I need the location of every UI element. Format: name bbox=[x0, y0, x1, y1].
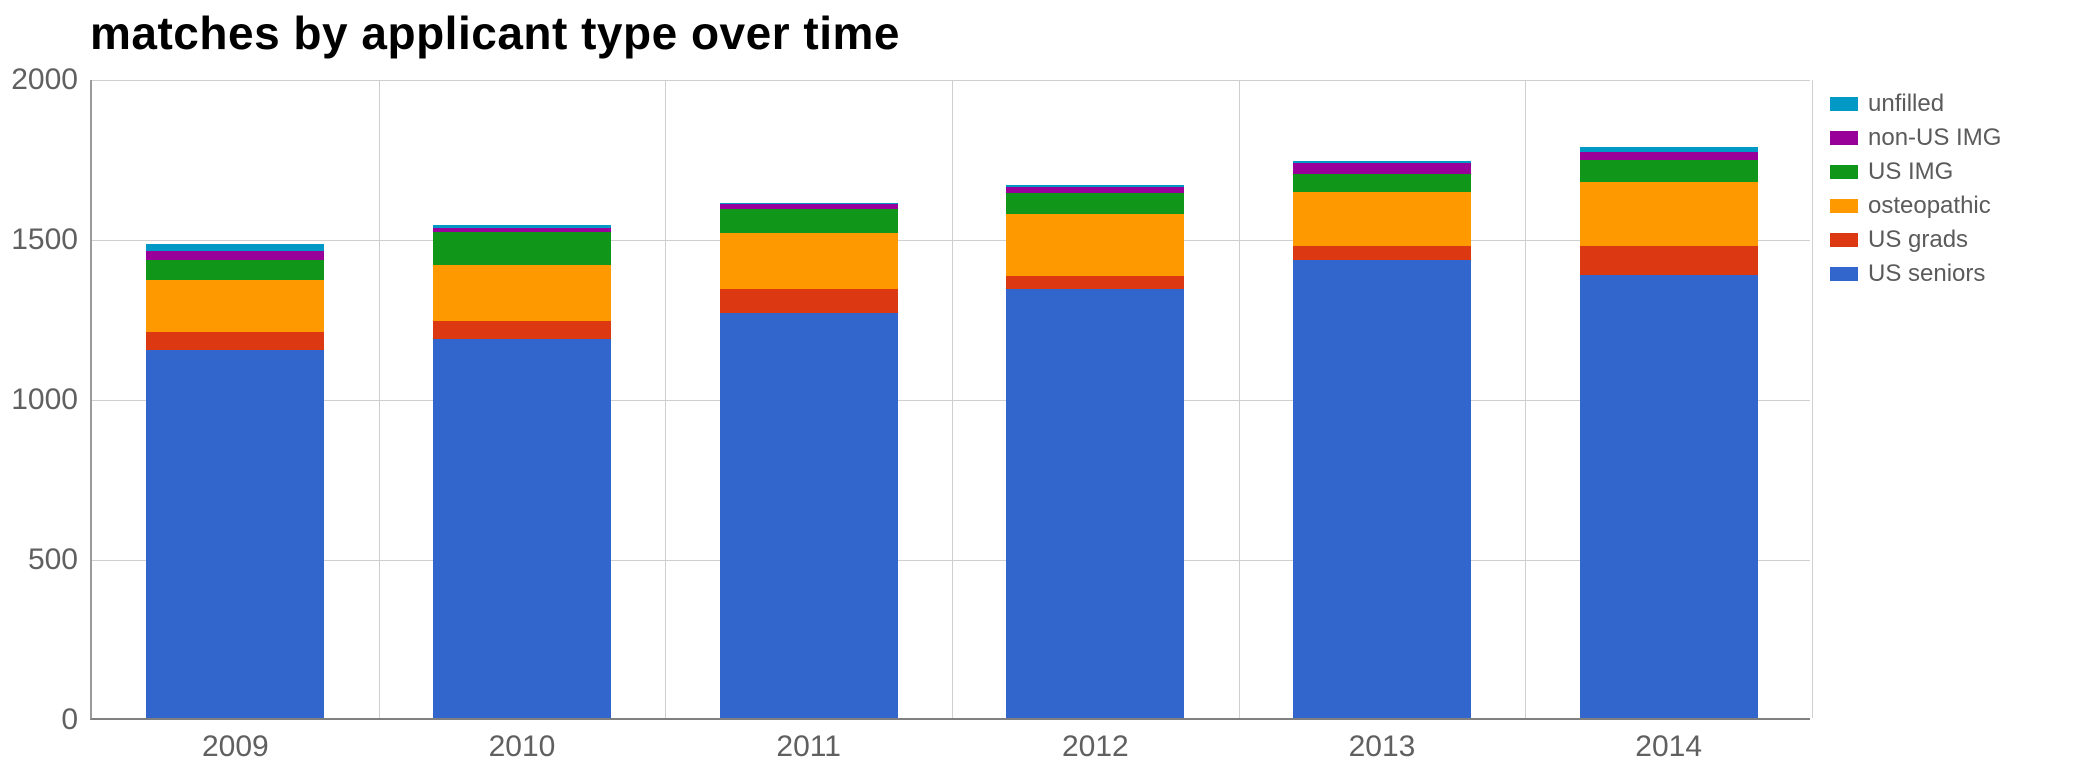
bar-segment-osteopathic bbox=[1006, 214, 1184, 276]
bar-segment-us-img bbox=[433, 232, 611, 266]
x-axis-tick-label: 2010 bbox=[489, 718, 556, 764]
gridline-vertical bbox=[1525, 80, 1526, 718]
legend-swatch bbox=[1830, 165, 1858, 179]
y-axis-tick-label: 1000 bbox=[11, 383, 92, 417]
bar-segment-non-us-img bbox=[1580, 152, 1758, 160]
legend-item-us-img: US IMG bbox=[1830, 158, 2001, 186]
bar-segment-us-seniors bbox=[433, 339, 611, 718]
legend-label: US seniors bbox=[1868, 260, 1985, 288]
bar-segment-us-grads bbox=[146, 332, 324, 350]
y-axis-tick-label: 2000 bbox=[11, 63, 92, 97]
legend: unfilled non-US IMG US IMG osteopathic US gr… bbox=[1830, 90, 2001, 294]
bar-segment-us-grads bbox=[1580, 246, 1758, 275]
bar-segment-us-seniors bbox=[1006, 289, 1184, 718]
legend-item-non-us-img: non-US IMG bbox=[1830, 124, 2001, 152]
bar-segment-osteopathic bbox=[720, 233, 898, 289]
legend-item-us-seniors: US seniors bbox=[1830, 260, 2001, 288]
bar-segment-us-img bbox=[1006, 193, 1184, 214]
bar-segment-us-img bbox=[720, 209, 898, 233]
bar-stack bbox=[433, 225, 611, 718]
gridline-vertical bbox=[952, 80, 953, 718]
bar-segment-us-grads bbox=[1293, 246, 1471, 260]
legend-swatch bbox=[1830, 267, 1858, 281]
bar-segment-non-us-img bbox=[146, 251, 324, 261]
legend-item-osteopathic: osteopathic bbox=[1830, 192, 2001, 220]
stacked-bar-chart: matches by applicant type over time 0500… bbox=[0, 0, 2076, 784]
y-axis-tick-label: 0 bbox=[61, 703, 92, 737]
bar-stack bbox=[1293, 161, 1471, 718]
bar-stack bbox=[720, 203, 898, 718]
legend-swatch bbox=[1830, 131, 1858, 145]
bar-stack bbox=[146, 244, 324, 718]
legend-swatch bbox=[1830, 199, 1858, 213]
bar-stack bbox=[1006, 185, 1184, 718]
legend-label: osteopathic bbox=[1868, 192, 1991, 220]
gridline-horizontal bbox=[92, 560, 1810, 561]
y-axis-tick-label: 500 bbox=[28, 543, 92, 577]
bar-segment-osteopathic bbox=[146, 280, 324, 333]
plot-area: 0500100015002000200920102011201220132014 bbox=[90, 80, 1810, 720]
legend-swatch bbox=[1830, 233, 1858, 247]
legend-item-us-grads: US grads bbox=[1830, 226, 2001, 254]
bar-segment-us-grads bbox=[720, 289, 898, 313]
legend-swatch bbox=[1830, 97, 1858, 111]
x-axis-tick-label: 2012 bbox=[1062, 718, 1129, 764]
gridline-horizontal bbox=[92, 400, 1810, 401]
bar-segment-us-grads bbox=[433, 321, 611, 339]
bar-segment-osteopathic bbox=[433, 265, 611, 321]
bar-segment-us-img bbox=[146, 260, 324, 279]
bar-segment-us-img bbox=[1580, 160, 1758, 182]
legend-label: US IMG bbox=[1868, 158, 1953, 186]
bar-segment-osteopathic bbox=[1580, 182, 1758, 246]
x-axis-tick-label: 2011 bbox=[776, 718, 841, 764]
gridline-vertical bbox=[665, 80, 666, 718]
gridline-vertical bbox=[1812, 80, 1813, 718]
bar-segment-us-img bbox=[1293, 174, 1471, 192]
legend-item-unfilled: unfilled bbox=[1830, 90, 2001, 118]
gridline-horizontal bbox=[92, 240, 1810, 241]
bar-segment-us-seniors bbox=[1580, 275, 1758, 718]
bar-stack bbox=[1580, 147, 1758, 718]
y-axis-tick-label: 1500 bbox=[11, 223, 92, 257]
bar-segment-osteopathic bbox=[1293, 192, 1471, 246]
x-axis-tick-label: 2013 bbox=[1349, 718, 1416, 764]
legend-label: US grads bbox=[1868, 226, 1968, 254]
bar-segment-us-seniors bbox=[1293, 260, 1471, 718]
gridline-vertical bbox=[1239, 80, 1240, 718]
x-axis-tick-label: 2009 bbox=[202, 718, 269, 764]
gridline-vertical bbox=[379, 80, 380, 718]
bar-segment-us-grads bbox=[1006, 276, 1184, 289]
bar-segment-us-seniors bbox=[720, 313, 898, 718]
x-axis-tick-label: 2014 bbox=[1635, 718, 1702, 764]
legend-label: non-US IMG bbox=[1868, 124, 2001, 152]
bar-segment-us-seniors bbox=[146, 350, 324, 718]
legend-label: unfilled bbox=[1868, 90, 1944, 118]
gridline-horizontal bbox=[92, 80, 1810, 81]
bar-segment-non-us-img bbox=[1293, 163, 1471, 174]
chart-title: matches by applicant type over time bbox=[90, 6, 900, 60]
